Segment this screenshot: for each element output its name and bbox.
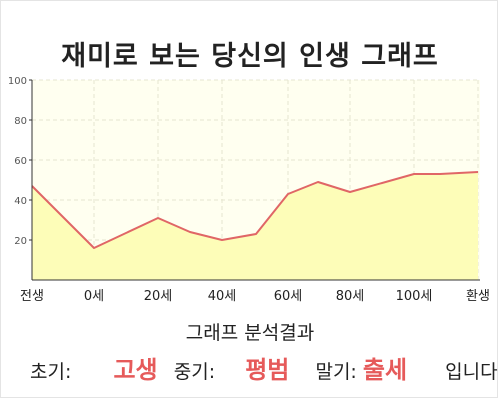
result-suffix: 입니다 xyxy=(445,361,498,383)
y-tick-label: 100 xyxy=(8,76,27,87)
y-tick-label: 80 xyxy=(14,116,27,127)
late-value: 출세 xyxy=(362,356,408,384)
life-graph-chart: 100 80 60 40 20 전생 0세 20세 40세 60세 80세 100세 환생 xyxy=(8,76,490,304)
y-tick-label: 60 xyxy=(14,156,27,167)
y-tick-label: 40 xyxy=(14,196,27,207)
early-label: 초기: xyxy=(30,361,72,383)
analysis-result: 초기: 고생 중기: 평범 말기: 출세 입니다 xyxy=(30,350,498,384)
middle-label: 중기: xyxy=(173,361,216,383)
early-value: 고생 xyxy=(113,356,158,384)
x-tick-label: 전생 xyxy=(20,289,44,304)
y-tick-label: 20 xyxy=(14,236,27,247)
x-tick-label: 20세 xyxy=(144,289,173,304)
series-area xyxy=(32,172,478,280)
late-label: 말기: xyxy=(315,361,357,383)
x-tick-label: 100세 xyxy=(396,289,433,304)
x-tick-label: 60세 xyxy=(274,289,303,304)
series-line xyxy=(31,171,479,249)
page-title: 재미로 보는 당신의 인생 그래프 xyxy=(61,41,439,72)
middle-value: 평범 xyxy=(245,356,290,384)
x-tick-label: 환생 xyxy=(466,289,490,304)
analysis-title: 그래프 분석결과 xyxy=(185,322,315,344)
x-tick-label: 0세 xyxy=(84,289,104,304)
x-tick-label: 80세 xyxy=(336,289,365,304)
x-tick-label: 40세 xyxy=(208,289,237,304)
